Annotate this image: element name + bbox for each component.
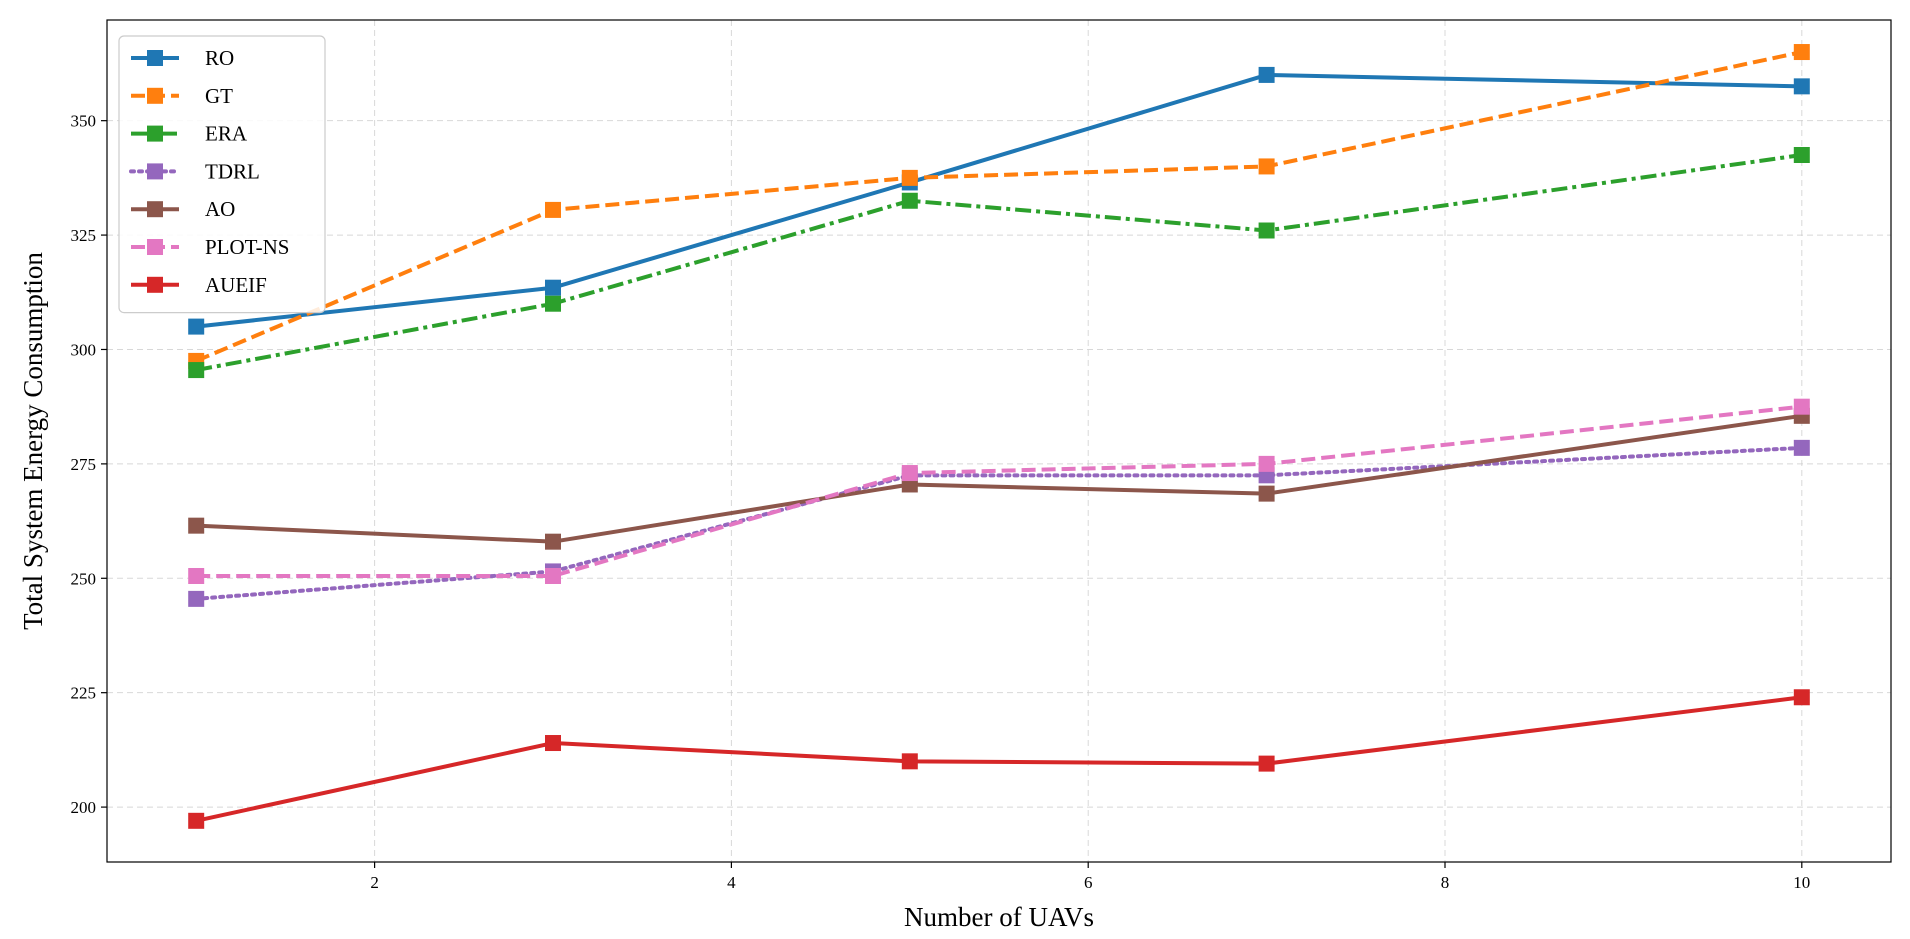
data-point (901, 753, 918, 770)
data-point (1258, 222, 1275, 239)
x-tick-label: 4 (727, 873, 736, 892)
series-layer (188, 44, 1810, 829)
series-line (196, 413, 1803, 544)
legend-label: ERA (205, 122, 248, 146)
data-point (1258, 755, 1275, 772)
series-tdrl (188, 439, 1810, 607)
x-axis: 2 4 6 8 10 (370, 862, 1810, 892)
series-ro (188, 66, 1810, 335)
data-point (188, 362, 205, 379)
legend-item-plot-ns: PLOT-NS (131, 235, 289, 259)
data-point (188, 318, 205, 335)
y-tick-label: 325 (71, 226, 97, 245)
legend: RO GT ERA TDRL AO PLOT-NS AUEIF (118, 35, 326, 314)
legend-marker (147, 163, 163, 180)
series-ao (188, 407, 1810, 550)
data-point (188, 567, 205, 584)
x-tick-label: 2 (370, 873, 379, 892)
legend-item-gt: GT (131, 84, 233, 108)
series-line (195, 695, 1803, 823)
y-tick-label: 250 (71, 569, 97, 588)
y-tick-label: 300 (71, 340, 97, 359)
data-point (901, 465, 918, 482)
series-line (196, 404, 1803, 578)
x-tick-label: 10 (1793, 873, 1810, 892)
data-point (545, 533, 561, 550)
series-line (195, 153, 1803, 373)
data-point (901, 192, 918, 209)
y-tick-label: 275 (71, 455, 97, 474)
data-point (901, 169, 918, 186)
y-tick-label: 350 (71, 112, 97, 131)
legend-label: AO (205, 197, 235, 221)
data-point (1793, 146, 1810, 163)
data-point (188, 517, 205, 534)
data-point (1793, 689, 1810, 706)
legend-marker (147, 50, 163, 66)
legend-label: TDRL (205, 159, 260, 183)
y-tick-label: 200 (71, 798, 97, 817)
data-point (188, 590, 205, 607)
series-era (188, 146, 1810, 379)
y-axis-title: Total System Energy Consumption (18, 252, 48, 630)
legend-label: RO (205, 46, 234, 70)
data-point (545, 735, 561, 752)
legend-item-ao: AO (131, 197, 235, 221)
legend-marker (147, 276, 163, 293)
data-point (545, 279, 561, 296)
legend-item-era: ERA (131, 122, 248, 146)
legend-label: GT (205, 84, 233, 108)
series-plot-ns (188, 398, 1810, 584)
legend-marker (147, 201, 163, 218)
x-tick-label: 8 (1441, 873, 1450, 892)
data-point (1258, 485, 1275, 502)
data-point (1793, 398, 1810, 415)
y-tick-label: 225 (71, 684, 97, 703)
x-tick-label: 6 (1084, 873, 1093, 892)
series-aueif (188, 689, 1810, 829)
legend-box (118, 35, 326, 314)
plot-frame (106, 19, 1892, 863)
data-point (545, 567, 561, 584)
legend-marker (147, 125, 163, 142)
legend-label: PLOT-NS (205, 235, 289, 259)
data-point (1258, 455, 1275, 472)
data-point (188, 812, 205, 829)
data-point (1793, 44, 1810, 61)
legend-marker (147, 239, 163, 255)
data-point (1793, 439, 1810, 456)
data-point (545, 201, 561, 218)
legend-item-tdrl: TDRL (129, 159, 260, 183)
legend-item-ro: RO (131, 46, 234, 70)
legend-label: AUEIF (205, 273, 267, 297)
legend-marker (147, 87, 163, 104)
legend-item-aueif: AUEIF (131, 273, 267, 297)
y-axis: 200 225 250 275 300 325 350 (71, 112, 107, 817)
data-point (545, 295, 561, 312)
x-axis-title: Number of UAVs (904, 902, 1094, 932)
data-point (1258, 158, 1275, 175)
series-line (195, 72, 1802, 329)
data-point (1793, 78, 1810, 95)
data-point (1258, 66, 1275, 83)
